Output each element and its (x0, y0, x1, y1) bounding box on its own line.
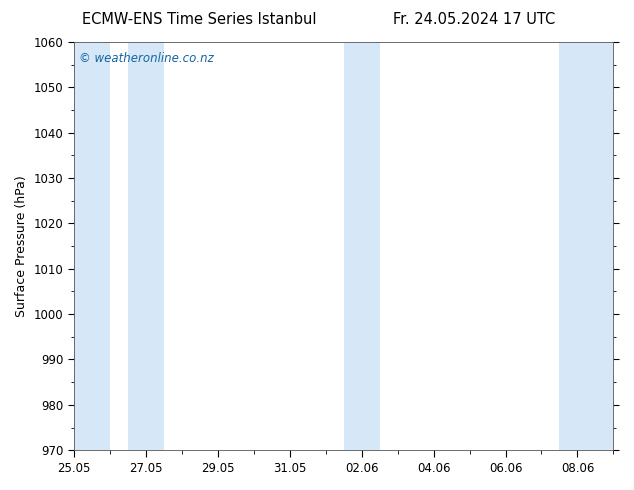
Y-axis label: Surface Pressure (hPa): Surface Pressure (hPa) (15, 175, 28, 317)
Bar (344, 42, 380, 450)
Text: ECMW-ENS Time Series Istanbul: ECMW-ENS Time Series Istanbul (82, 12, 317, 27)
Text: Fr. 24.05.2024 17 UTC: Fr. 24.05.2024 17 UTC (393, 12, 555, 27)
Bar (559, 42, 614, 450)
Text: © weatheronline.co.nz: © weatheronline.co.nz (79, 52, 214, 65)
Bar (74, 42, 110, 450)
Bar (127, 42, 164, 450)
